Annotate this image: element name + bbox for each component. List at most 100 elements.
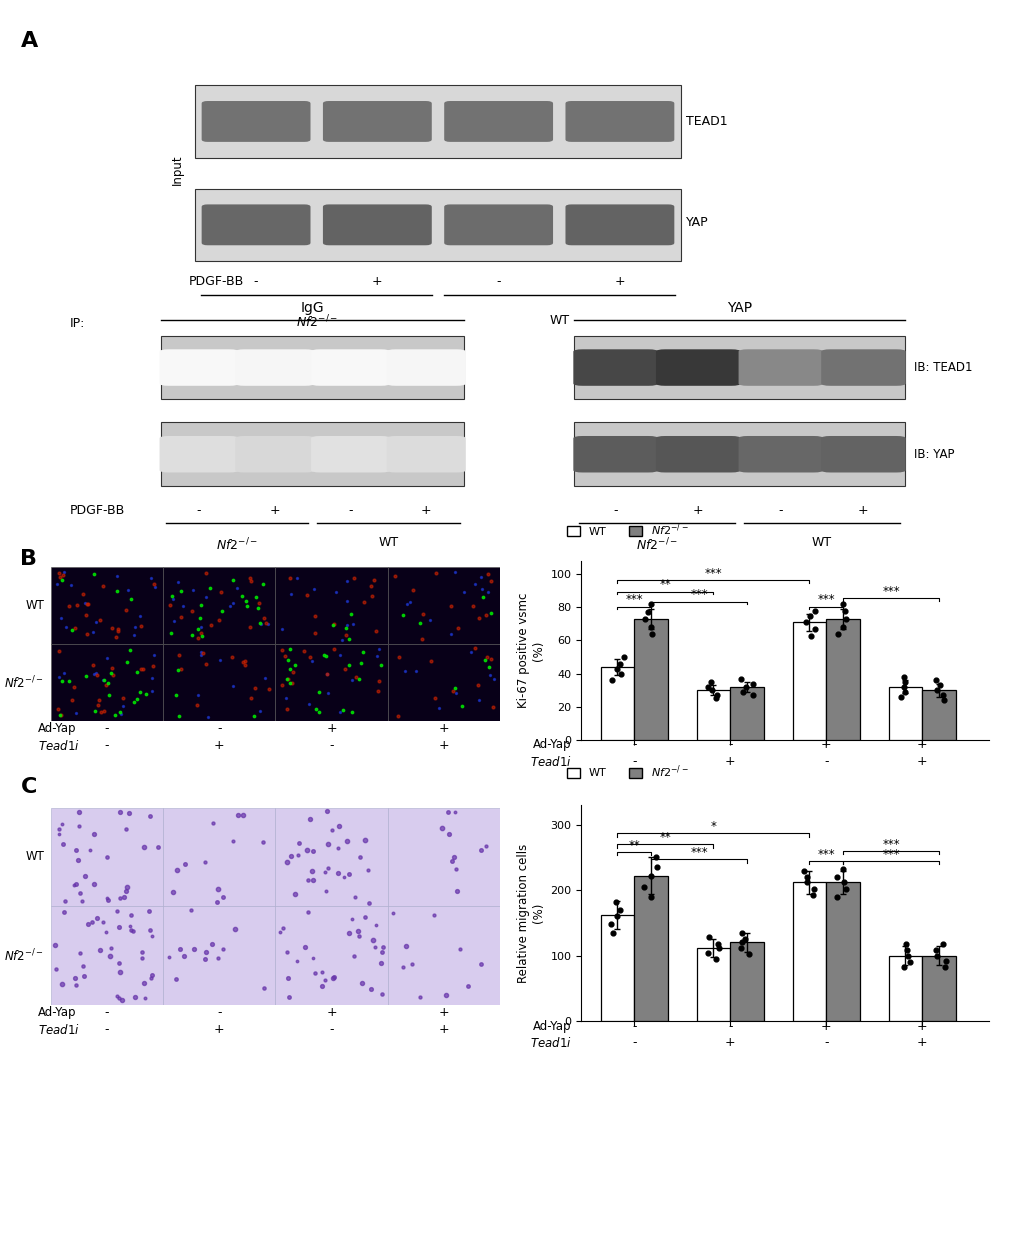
Point [283,846,300,866]
Point [144,926,160,946]
Bar [600,667,634,740]
FancyBboxPatch shape [202,205,310,245]
Point [92,610,108,630]
Point [56,562,72,582]
Bar [196,85,680,158]
Point [477,605,493,625]
FancyBboxPatch shape [655,349,740,386]
Point [57,891,73,911]
Bar [600,915,634,1021]
Point [112,888,128,907]
Text: ***: *** [690,846,707,859]
Point [133,942,150,962]
Point [801,605,817,625]
Text: A: A [20,31,38,51]
Bar [163,567,275,644]
Point [296,641,312,661]
Point [423,651,439,671]
Point [412,988,428,1007]
Point [699,943,715,963]
Point [87,665,103,684]
Point [329,838,345,858]
Point [448,882,465,901]
Point [278,699,294,719]
Point [169,861,185,880]
Point [67,618,84,637]
Point [71,883,88,903]
Text: +: + [326,723,336,735]
Point [104,665,120,684]
Point [122,589,139,609]
Text: +: + [269,504,280,518]
Text: IB: TEAD1: IB: TEAD1 [913,361,971,374]
Point [836,873,852,893]
Point [368,915,384,935]
Point [200,707,216,726]
Text: Ad-Yap: Ad-Yap [38,723,76,735]
Bar [696,690,730,740]
FancyBboxPatch shape [311,436,389,472]
Point [326,967,342,986]
Text: -: - [632,756,636,768]
Bar [161,422,464,486]
Point [483,603,499,623]
Point [193,646,209,666]
Point [114,990,130,1010]
FancyBboxPatch shape [573,349,657,386]
Text: ***: *** [816,593,835,607]
Point [145,656,161,676]
Point [64,620,81,640]
Text: +: + [916,739,926,751]
Point [257,668,273,688]
Point [214,887,230,906]
Point [336,867,353,887]
Point [287,655,304,674]
Point [93,702,109,721]
Point [98,674,114,694]
Point [936,957,953,977]
Point [280,986,297,1006]
Point [99,890,115,910]
FancyBboxPatch shape [311,349,389,386]
Point [111,989,127,1009]
Point [168,686,184,705]
Point [375,937,391,957]
Point [926,941,943,961]
Text: -: - [329,740,333,752]
Point [315,645,331,665]
Point [608,906,625,926]
Point [274,640,290,660]
Point [91,690,107,710]
Point [234,652,251,672]
Point [70,816,87,836]
Point [482,571,498,591]
Point [642,887,658,906]
Point [142,920,158,940]
Text: -: - [777,504,783,518]
Point [343,671,360,690]
Point [897,682,913,702]
Y-axis label: Relative migration cells
(%): Relative migration cells (%) [517,843,544,983]
Point [89,665,105,684]
Point [146,575,162,594]
Point [261,679,277,699]
Point [110,619,126,639]
Point [313,962,329,981]
FancyBboxPatch shape [159,349,238,386]
Point [360,861,376,880]
Point [172,581,189,600]
Text: WT: WT [25,599,44,613]
Point [607,891,624,911]
Point [326,639,342,658]
Bar [163,644,275,721]
Point [647,847,663,867]
Point [357,907,373,927]
Point [347,667,364,687]
Point [279,968,296,988]
Point [736,928,752,948]
Point [197,852,213,872]
Point [190,619,206,639]
Point [107,705,123,725]
Text: -: - [632,739,636,751]
Point [334,630,351,650]
